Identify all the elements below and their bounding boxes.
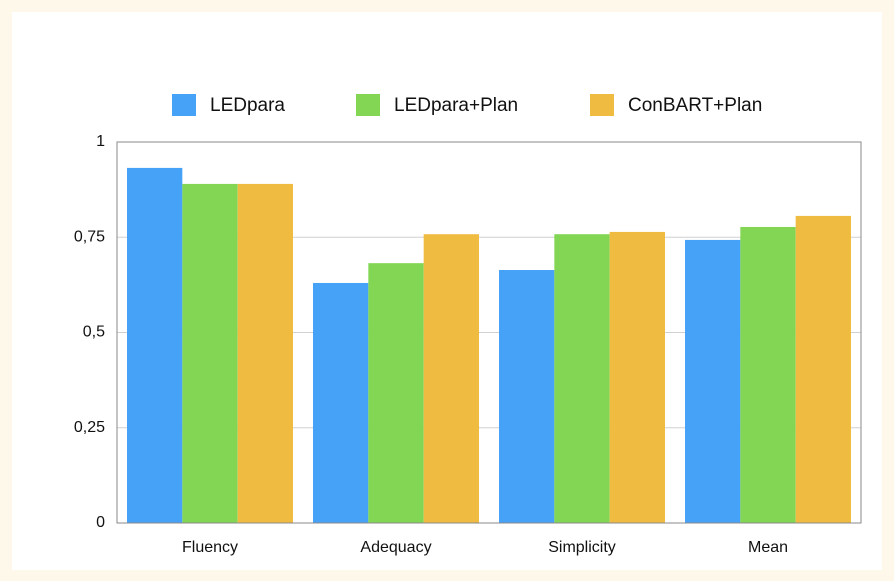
y-tick-label: 0,75 xyxy=(74,228,105,245)
bar xyxy=(609,231,665,523)
x-tick-label: Simplicity xyxy=(548,539,616,556)
bar xyxy=(740,226,796,523)
y-tick-label: 0,5 xyxy=(83,324,105,341)
x-tick-label: Fluency xyxy=(182,539,238,556)
bar xyxy=(499,270,555,523)
legend-label: LEDpara xyxy=(210,95,285,116)
legend-swatch xyxy=(590,94,614,116)
y-tick-label: 0,25 xyxy=(74,419,105,436)
legend-label: LEDpara+Plan xyxy=(394,95,518,116)
legend-swatch xyxy=(356,94,380,116)
bar xyxy=(368,263,424,523)
bar xyxy=(554,234,610,523)
bar xyxy=(313,282,369,523)
bar xyxy=(423,234,479,523)
bar xyxy=(795,215,851,523)
legend-swatch xyxy=(172,94,196,116)
legend-label: ConBART+Plan xyxy=(628,95,762,116)
y-tick-label: 0 xyxy=(96,514,105,531)
bar xyxy=(237,183,293,523)
y-tick-label: 1 xyxy=(96,133,105,150)
bar xyxy=(182,183,238,523)
x-tick-label: Mean xyxy=(748,539,788,556)
bar xyxy=(685,239,741,524)
bar xyxy=(127,167,183,523)
plot-border xyxy=(116,141,862,524)
x-tick-label: Adequacy xyxy=(360,539,431,556)
